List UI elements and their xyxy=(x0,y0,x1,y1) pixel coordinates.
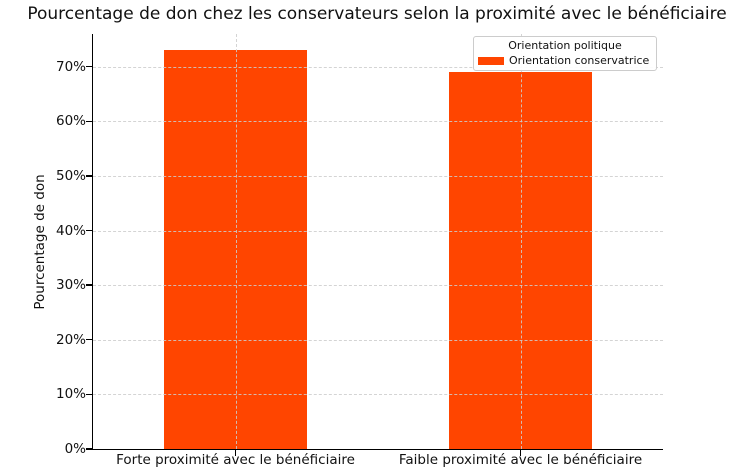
vertical-gridline xyxy=(520,34,522,449)
y-tick-label: 30% xyxy=(55,277,86,294)
y-tick-mark xyxy=(86,229,92,232)
y-tick-label: 10% xyxy=(55,386,86,403)
legend-entry-label: Orientation conservatrice xyxy=(509,54,650,67)
y-tick-label: 40% xyxy=(55,222,86,239)
x-tick-label: Forte proximité avec le bénéficiaire xyxy=(116,452,355,468)
y-tick-label: 70% xyxy=(55,58,86,75)
y-tick-mark xyxy=(86,448,92,450)
y-tick-mark xyxy=(86,284,92,286)
chart-title: Pourcentage de don chez les conservateur… xyxy=(27,4,727,24)
horizontal-gridline xyxy=(93,66,663,68)
horizontal-gridline xyxy=(93,339,663,341)
x-tick-label: Faible proximité avec le bénéficiaire xyxy=(398,452,643,468)
horizontal-gridline xyxy=(93,394,663,396)
legend-color-swatch xyxy=(478,56,504,65)
horizontal-gridline xyxy=(93,285,663,287)
y-tick-label: 60% xyxy=(55,113,86,130)
legend-title: Orientation politique xyxy=(508,39,622,52)
y-axis-spine xyxy=(92,34,94,449)
y-tick-label: 0% xyxy=(64,441,86,457)
y-tick-label: 50% xyxy=(55,167,86,184)
legend-entry: Orientation conservatrice xyxy=(474,54,656,67)
y-tick-mark xyxy=(86,339,92,341)
x-tick-mark xyxy=(234,450,237,456)
x-axis-spine xyxy=(92,448,663,450)
y-tick-mark xyxy=(86,120,92,123)
y-tick-mark xyxy=(86,393,92,396)
vertical-gridline xyxy=(235,34,237,449)
y-tick-label: 20% xyxy=(55,331,86,348)
horizontal-gridline xyxy=(93,230,663,232)
legend: Orientation politique Orientation conser… xyxy=(473,36,657,71)
y-tick-mark xyxy=(86,66,92,68)
y-tick-mark xyxy=(86,175,92,177)
x-tick-mark xyxy=(519,450,522,456)
horizontal-gridline xyxy=(93,121,663,123)
plot-area xyxy=(86,34,663,456)
horizontal-gridline xyxy=(93,175,663,177)
